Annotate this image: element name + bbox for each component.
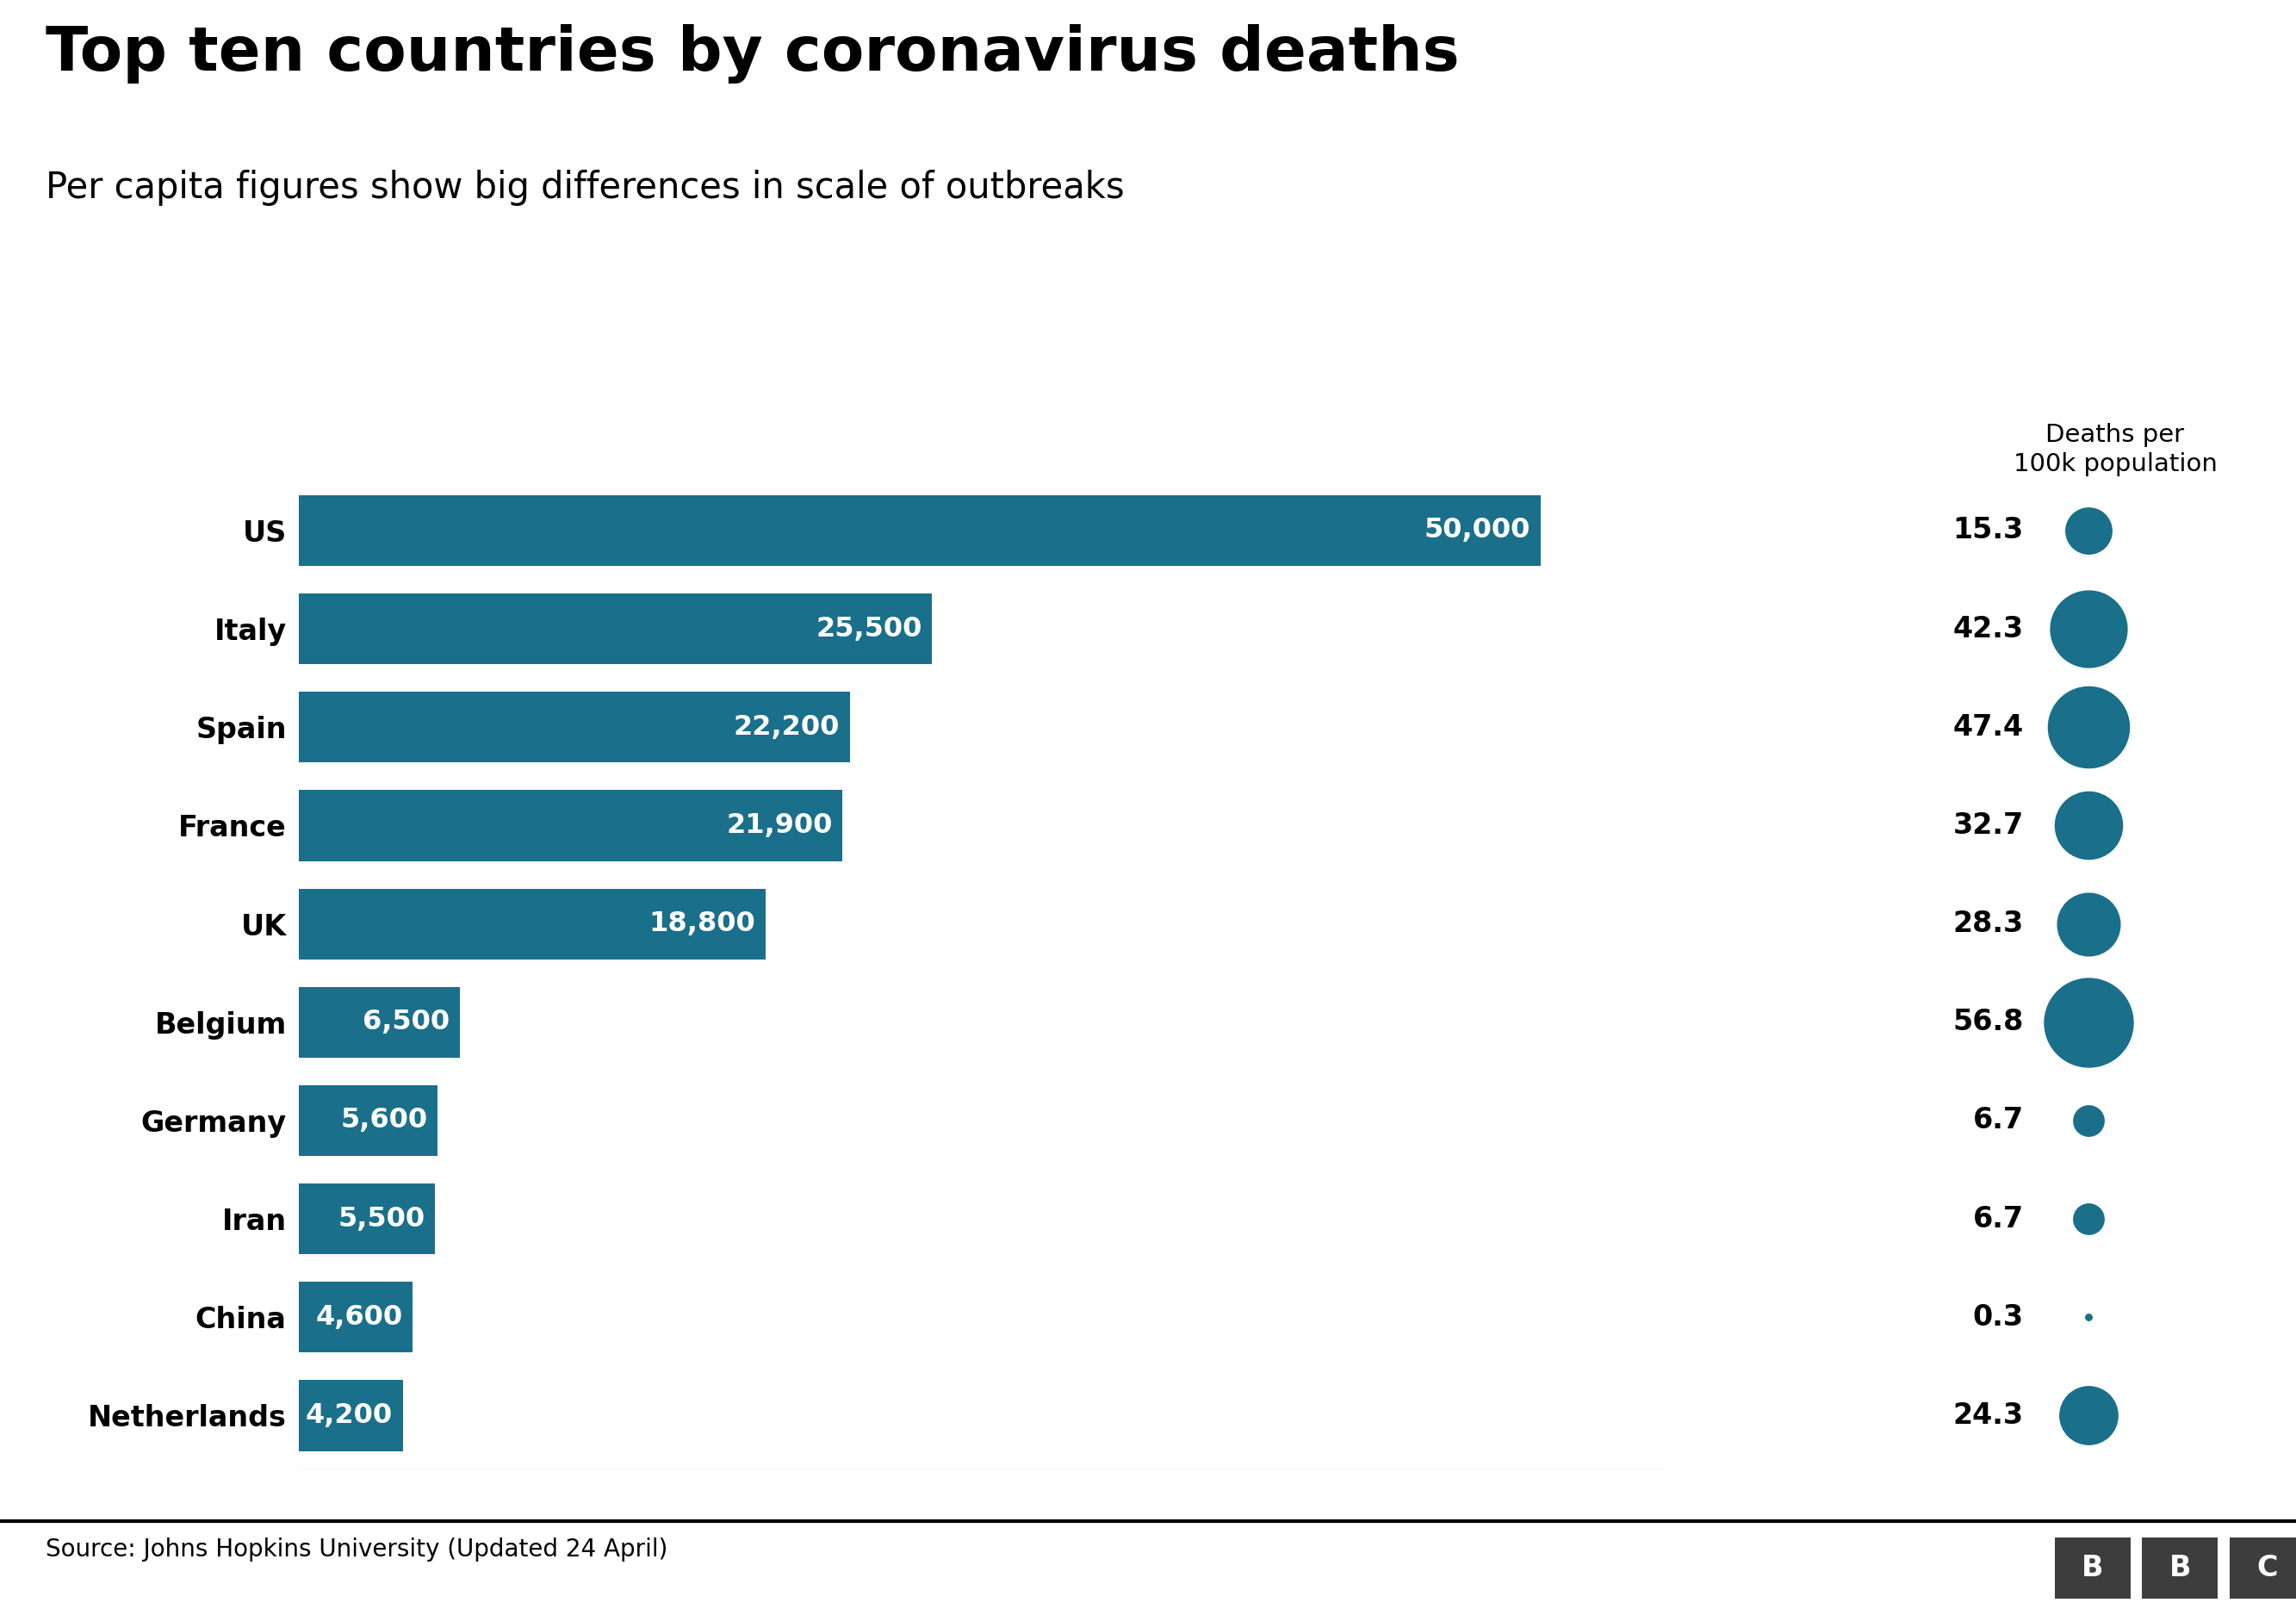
Bar — [298, 691, 850, 762]
Text: 24.3: 24.3 — [1952, 1402, 2023, 1429]
Point — [2071, 714, 2108, 740]
Text: Per capita figures show big differences in scale of outbreaks: Per capita figures show big differences … — [46, 170, 1125, 205]
Text: Source: Johns Hopkins University (Updated 24 April): Source: Johns Hopkins University (Update… — [46, 1537, 668, 1562]
Bar — [298, 1282, 413, 1353]
Text: B: B — [2170, 1554, 2190, 1583]
Text: 42.3: 42.3 — [1952, 615, 2023, 643]
Text: 47.4: 47.4 — [1952, 712, 2023, 741]
Bar — [298, 790, 843, 861]
Bar — [298, 1184, 436, 1255]
Bar — [298, 593, 932, 664]
Text: Deaths per
100k population: Deaths per 100k population — [2014, 423, 2218, 476]
Bar — [298, 987, 459, 1058]
Text: 18,800: 18,800 — [650, 911, 755, 937]
Text: 6,500: 6,500 — [363, 1009, 450, 1035]
Text: 50,000: 50,000 — [1424, 517, 1531, 544]
Point — [2071, 911, 2108, 937]
Point — [2071, 1206, 2108, 1232]
Point — [2071, 615, 2108, 641]
Point — [2071, 1108, 2108, 1134]
Bar — [298, 1381, 402, 1450]
Point — [2071, 1305, 2108, 1331]
Text: 28.3: 28.3 — [1952, 909, 2023, 938]
Bar — [298, 1085, 439, 1156]
Point — [2071, 1009, 2108, 1035]
Point — [2071, 1403, 2108, 1429]
Text: B: B — [2082, 1554, 2103, 1583]
Text: 32.7: 32.7 — [1952, 811, 2023, 840]
Text: C: C — [2257, 1554, 2278, 1583]
Text: 15.3: 15.3 — [1952, 517, 2023, 544]
Text: 5,600: 5,600 — [340, 1108, 427, 1134]
Bar — [298, 888, 765, 959]
Text: 4,600: 4,600 — [317, 1303, 402, 1331]
Text: 5,500: 5,500 — [338, 1205, 425, 1232]
Text: 21,900: 21,900 — [726, 812, 833, 838]
Point — [2071, 812, 2108, 838]
Text: 6.7: 6.7 — [1972, 1205, 2023, 1234]
Text: 25,500: 25,500 — [815, 615, 923, 643]
Point — [2071, 517, 2108, 543]
Text: 0.3: 0.3 — [1972, 1303, 2023, 1331]
Text: 6.7: 6.7 — [1972, 1106, 2023, 1135]
Text: 22,200: 22,200 — [735, 714, 840, 741]
Text: 4,200: 4,200 — [305, 1402, 393, 1429]
Text: Top ten countries by coronavirus deaths: Top ten countries by coronavirus deaths — [46, 24, 1460, 84]
Bar — [298, 496, 1541, 565]
Text: 56.8: 56.8 — [1952, 1008, 2023, 1037]
